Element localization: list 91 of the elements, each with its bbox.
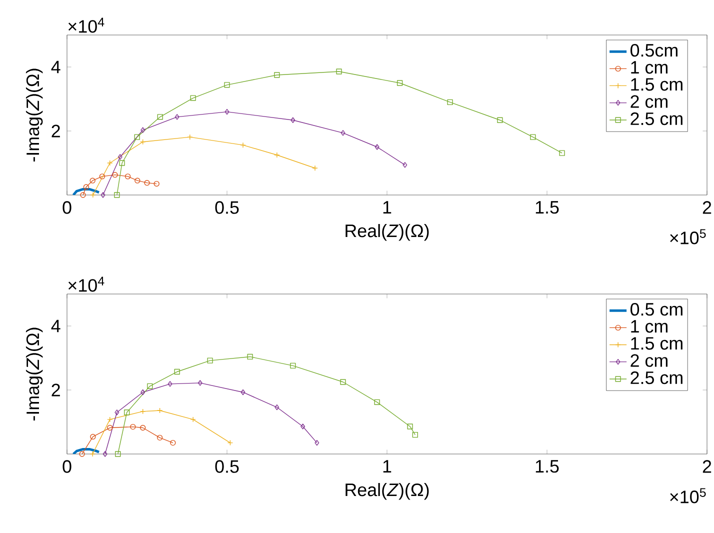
text: ×10$^{5}$ — [670, 488, 706, 504]
x-tick-label: 0.5 — [215, 201, 239, 214]
point — [140, 389, 146, 396]
x-tick-label: 2 — [702, 460, 712, 473]
point — [174, 114, 180, 120]
point — [134, 178, 140, 184]
point — [90, 178, 96, 184]
point — [336, 68, 342, 74]
x-tick-label: 0 — [62, 201, 72, 214]
legend-label: 0.5 cm — [630, 302, 682, 316]
y-tick-label: 2 — [52, 384, 60, 396]
x-tick-label: 2 — [702, 201, 712, 214]
point — [140, 424, 146, 431]
text: ×10$^{4}$ — [68, 18, 104, 33]
point — [140, 408, 146, 414]
point — [274, 152, 280, 158]
point — [224, 108, 230, 115]
point — [274, 404, 280, 410]
legend-label: 2 cm — [630, 354, 668, 367]
legend-label: 1.5 cm — [631, 78, 682, 91]
point — [140, 127, 146, 133]
y-axis-title: -Imag(Z)(Ω) — [26, 328, 43, 420]
point — [240, 142, 246, 148]
point — [156, 434, 163, 441]
point — [140, 139, 146, 145]
point — [198, 380, 202, 386]
point — [247, 354, 253, 360]
point — [130, 424, 136, 430]
point — [340, 130, 346, 136]
point — [190, 95, 196, 101]
point — [147, 383, 153, 389]
point — [407, 424, 413, 430]
x-tick-label: 1.5 — [536, 201, 559, 214]
point — [114, 192, 120, 198]
legend-label: 2.5 cm — [630, 112, 682, 126]
x-tick-label: 1 — [383, 460, 392, 473]
legend-label: 2 cm — [630, 95, 668, 108]
point — [174, 368, 180, 375]
point — [112, 172, 118, 178]
legend-label: 1 cm — [631, 61, 668, 74]
point — [99, 174, 106, 180]
point — [107, 160, 113, 166]
x-tick-label: 1.5 — [536, 460, 559, 473]
x-axis-title: Real(Z)(Ω) — [346, 224, 429, 241]
point — [290, 362, 296, 369]
point — [240, 389, 246, 396]
legend-label: 0.5cm — [630, 44, 678, 57]
point — [207, 358, 213, 364]
point — [134, 134, 140, 140]
point — [187, 134, 193, 140]
legend-label: 1.5 cm — [631, 337, 682, 350]
legend-label: 2.5 cm — [630, 371, 682, 384]
x-tick-label: 0 — [62, 460, 72, 473]
point — [497, 117, 503, 123]
point — [83, 184, 90, 190]
point — [559, 150, 565, 156]
y-tick-label: 4 — [51, 320, 60, 332]
point — [90, 434, 96, 440]
point — [290, 117, 296, 123]
text: ×10$^{4}$ — [68, 276, 104, 292]
point — [447, 99, 453, 106]
point — [107, 416, 113, 422]
point — [374, 399, 380, 405]
point — [274, 72, 280, 78]
text: ×10$^{5}$ — [670, 229, 706, 244]
y-tick-label: 4 — [51, 60, 60, 74]
point — [396, 80, 403, 86]
x-tick-label: 0.5 — [215, 460, 239, 473]
point — [107, 424, 113, 431]
point — [190, 416, 196, 422]
point — [300, 424, 306, 430]
point — [157, 114, 163, 120]
x-axis-title: Real(Z)(Ω) — [346, 483, 429, 500]
point — [124, 410, 130, 416]
point — [118, 154, 122, 160]
x-tick-label: 1 — [383, 201, 392, 214]
point — [114, 410, 120, 416]
point — [374, 144, 380, 150]
point — [168, 381, 172, 387]
point — [119, 160, 125, 166]
point — [115, 451, 121, 457]
point — [224, 82, 230, 88]
point — [124, 174, 131, 180]
point — [156, 408, 163, 414]
y-axis-title: -Imag(Z)(Ω) — [26, 68, 43, 162]
y-tick-label: 2 — [52, 124, 60, 138]
point — [340, 379, 346, 385]
legend-label: 1 cm — [631, 320, 668, 333]
point — [412, 432, 418, 438]
point — [144, 180, 150, 186]
point — [530, 134, 536, 140]
